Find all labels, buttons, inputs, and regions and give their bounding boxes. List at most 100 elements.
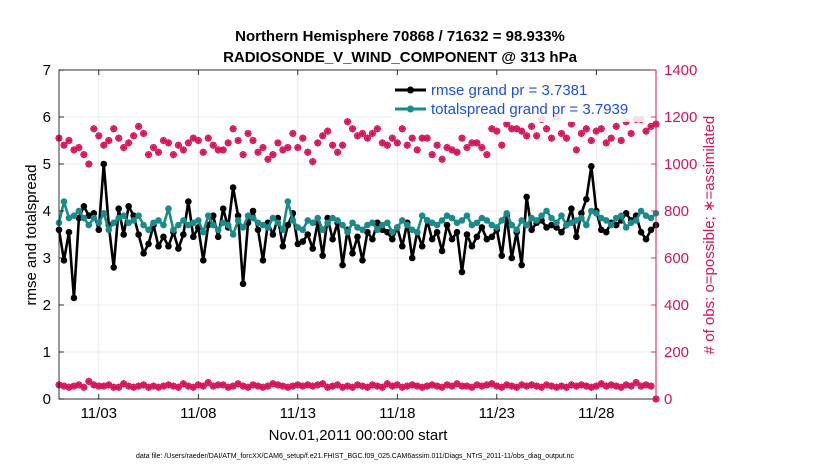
series-5 [55,377,660,403]
data-point [120,231,127,238]
asterisk-stroke [85,160,92,168]
data-point [209,212,217,219]
y-tick-label: 6 [43,109,51,126]
data-point [60,198,68,205]
assimilated-obs-marker [642,127,650,135]
data-point [309,219,317,227]
assimilated-obs-marker [204,134,212,142]
assimilated-obs-marker [274,139,282,147]
assimilated-obs-marker [353,381,362,389]
data-point [364,221,371,229]
assimilated-obs-marker [254,148,262,156]
asterisk-stroke [439,156,446,163]
data-point [548,221,555,229]
assimilated-obs-marker [473,381,481,389]
assimilated-obs-marker [607,381,615,389]
assimilated-obs-marker [577,129,585,138]
y-tick-label: 1 [43,344,51,361]
asterisk-stroke [394,381,401,388]
assimilated-obs-marker [388,134,396,142]
assimilated-obs-marker [219,381,227,389]
assimilated-obs-marker [184,139,192,147]
asterisk-stroke [444,381,451,388]
assimilated-obs-marker [65,136,73,145]
asterisk-stroke [354,381,361,388]
legend-rmse-marker [407,86,414,94]
assimilated-obs-marker [453,148,461,156]
asterisk-stroke [483,151,490,158]
asterisk-stroke [518,381,525,388]
asterisk-stroke [195,381,202,388]
data-point [175,245,182,252]
data-point [473,219,481,227]
data-point [304,231,312,238]
legend-rmse-label: rmse grand pr = 3.7381 [431,82,587,99]
asterisk-stroke [364,135,371,142]
assimilated-obs-marker [259,143,267,152]
data-point [294,224,302,231]
asterisk-stroke [294,381,301,388]
data-point [573,233,580,241]
asterisk-stroke [533,132,540,139]
data-point [433,228,441,236]
asterisk-stroke [623,381,630,388]
data-point [309,245,317,252]
asterisk-stroke [468,139,475,146]
assimilated-obs-marker [299,134,307,142]
assimilated-obs-marker [473,139,481,147]
asterisk-stroke [598,125,605,132]
data-point [329,235,336,243]
assimilated-obs-marker [428,381,436,389]
asterisk-stroke [429,151,436,158]
data-point [294,240,302,248]
data-point [185,198,192,205]
assimilated-obs-marker [528,381,536,389]
data-point [588,207,595,215]
assimilated-obs-marker [319,380,327,388]
asterisk-stroke [250,381,257,388]
data-point [160,233,167,241]
asterisk-stroke [628,383,635,390]
data-point [448,214,456,222]
data-point [349,250,356,257]
asterisk-stroke [399,125,406,132]
asterisk-stroke [160,137,167,144]
assimilated-obs-marker [224,139,232,147]
asterisk-stroke [613,383,620,390]
asterisk-stroke [190,135,197,142]
asterisk-stroke [60,142,67,149]
asterisk-stroke [543,381,550,388]
asterisk-stroke [269,380,276,387]
data-point [528,214,535,222]
assimilated-obs-marker [239,382,247,390]
assimilated-obs-marker [75,143,83,152]
asterisk-stroke [225,139,232,146]
data-point [259,221,267,229]
asterisk-stroke [528,381,535,388]
assimilated-obs-marker [552,383,561,391]
data-point [578,214,585,222]
assimilated-obs-marker [597,125,605,133]
asterisk-stroke [603,139,610,146]
data-point [468,242,476,250]
data-point [135,231,142,238]
assimilated-obs-marker [115,383,123,391]
asterisk-stroke [220,381,227,388]
y2-tick-label: 1400 [664,62,697,79]
assimilated-obs-marker [149,143,158,152]
asterisk-stroke [235,380,242,387]
asterisk-stroke [523,132,530,139]
asterisk-stroke [449,146,456,153]
assimilated-obs-marker [433,382,441,390]
asterisk-stroke [150,383,157,390]
asterisk-stroke [508,125,515,132]
y2-tick-label: 800 [664,203,689,220]
assimilated-obs-marker [144,151,153,159]
assimilated-obs-marker [309,382,317,390]
asterisk-stroke [130,132,137,139]
asterisk-stroke [598,380,605,387]
data-point [344,228,351,236]
chart-subtitle: RADIOSONDE_V_WIND_COMPONENT @ 313 hPa [223,49,578,66]
assimilated-obs-marker [582,125,590,133]
